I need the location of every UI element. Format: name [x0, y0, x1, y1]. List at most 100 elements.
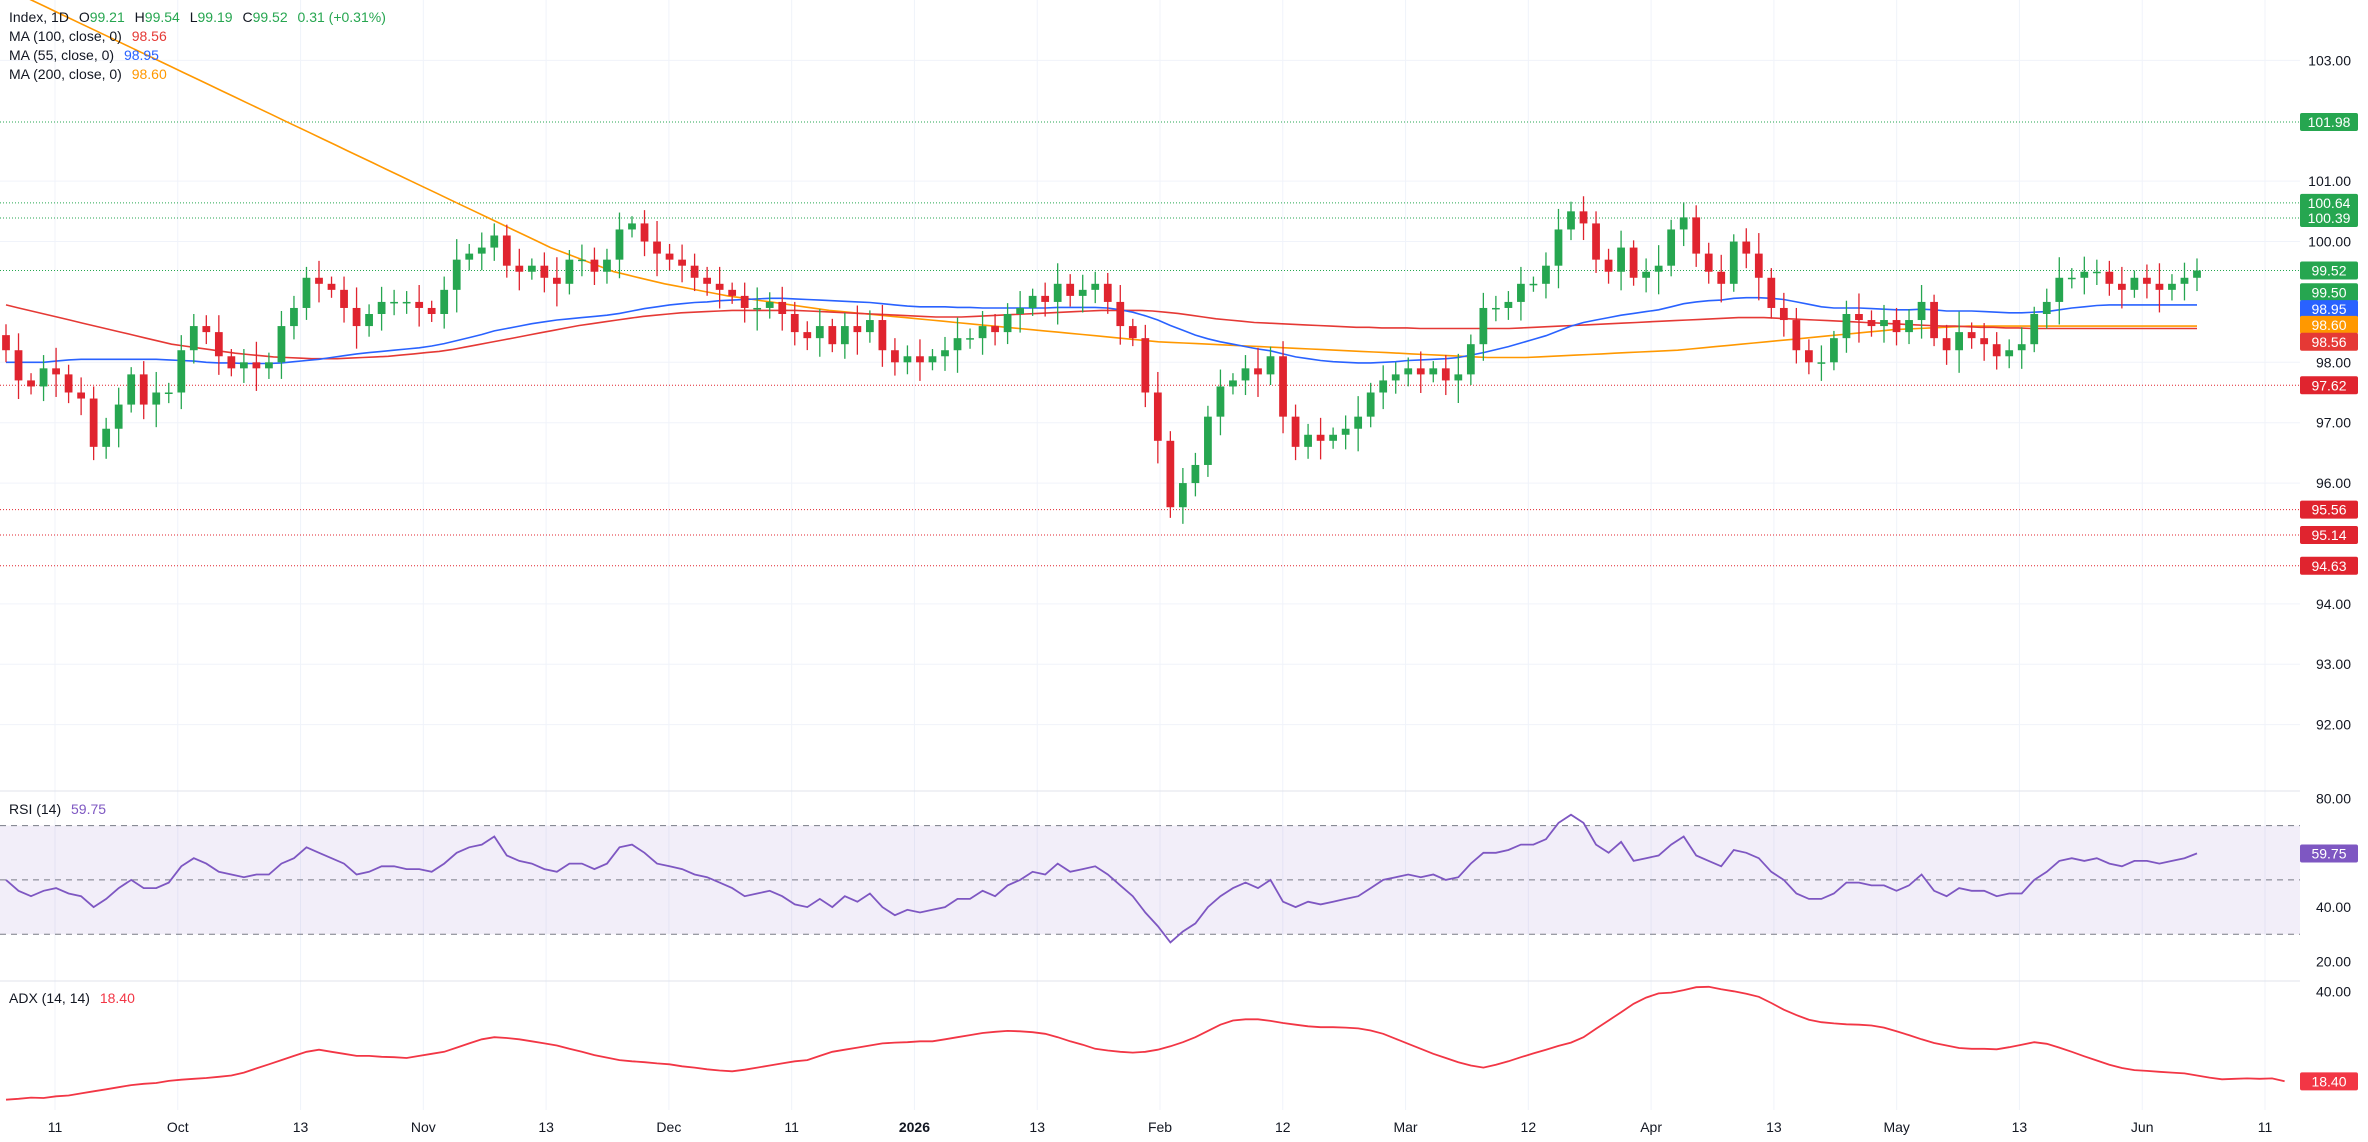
candle-body [1066, 283, 1075, 296]
candle-body [628, 223, 636, 230]
time-tick-label: 12 [1275, 1119, 1291, 1135]
rsi-legend[interactable]: RSI (14) 59.75 [9, 800, 112, 819]
candle-body [1166, 440, 1175, 508]
candle-body [2017, 344, 2026, 351]
price-tag [2300, 315, 2358, 334]
price-tick-label: 101.00 [2308, 173, 2351, 189]
ma100-legend[interactable]: MA (100, close, 0) 98.56 [9, 27, 173, 46]
price-tag-label: 94.63 [2311, 558, 2346, 574]
candle-body [14, 350, 23, 381]
candle-body [1529, 283, 1538, 286]
candle-body [77, 392, 86, 399]
adx-line [5, 985, 2285, 1101]
adx-legend[interactable]: ADX (14, 14) 18.40 [9, 989, 141, 1008]
time-tick-label: 13 [538, 1119, 554, 1135]
candle-body [1316, 434, 1325, 441]
candle-body [1554, 229, 1563, 266]
candle-body [828, 326, 837, 345]
ma200-legend[interactable]: MA (200, close, 0) 98.60 [9, 65, 173, 84]
candle-body [1817, 362, 1826, 364]
candle-body [1391, 374, 1400, 381]
candle-body [778, 301, 787, 314]
candle-body [815, 326, 824, 339]
candle-body [1767, 277, 1776, 308]
rsi-tick-label: 20.00 [2316, 953, 2351, 969]
time-tick-label: Oct [167, 1119, 189, 1135]
candle-body [903, 356, 912, 363]
ma200-line [29, 0, 2197, 359]
candle-body [615, 229, 624, 260]
candle-body [853, 326, 862, 333]
price-tag-label: 98.60 [2311, 317, 2346, 333]
price-tick-label: 92.00 [2316, 717, 2351, 733]
candlestick-series [2, 196, 2201, 524]
candle-body [1867, 320, 1876, 327]
candle-body [1329, 434, 1338, 441]
candle-body [1479, 307, 1488, 345]
time-tick-label: 11 [2258, 1119, 2273, 1135]
candle-body [52, 368, 60, 375]
candle-body [878, 320, 887, 351]
candle-body [415, 301, 424, 308]
candle-body [1542, 265, 1550, 284]
rsi-pane: 80.00 40.00 20.00 59.75 [0, 790, 2358, 969]
time-tick-label: 11 [48, 1119, 63, 1135]
candle-body [1717, 271, 1726, 284]
candle-body [953, 338, 962, 351]
candle-body [2117, 283, 2126, 290]
candle-body [402, 301, 411, 304]
time-tick-label: Apr [1640, 1119, 1662, 1135]
rsi-value: 59.75 [71, 801, 107, 817]
time-tick-label: 13 [2012, 1119, 2028, 1135]
candle-body [552, 277, 561, 284]
ma100-value: 98.56 [131, 28, 167, 44]
price-level-lines [0, 121, 2300, 567]
candle-body [966, 338, 974, 340]
candle-body [2092, 271, 2101, 274]
price-tag-label: 98.95 [2311, 301, 2346, 317]
candle-body [315, 277, 323, 284]
candle-body [1404, 368, 1413, 375]
candle-body [1078, 289, 1087, 296]
time-tick-label: Feb [1148, 1119, 1172, 1135]
candle-body [1116, 301, 1125, 327]
adx-tick-label: 40.00 [2316, 983, 2351, 999]
time-tick-label: 2026 [899, 1119, 930, 1135]
candle-body [1517, 283, 1525, 302]
candle-body [1880, 320, 1888, 327]
candle-body [340, 289, 348, 308]
candle-body [114, 404, 123, 429]
candle-body [578, 259, 586, 262]
candle-body [1930, 301, 1938, 339]
candle-body [1279, 356, 1287, 417]
price-tag-label: 101.98 [2308, 114, 2351, 130]
candle-body [1128, 326, 1137, 339]
candle-body [152, 392, 161, 405]
price-tag [2300, 500, 2358, 519]
candle-body [1955, 332, 1964, 351]
candle-body [265, 362, 273, 369]
price-tag [2300, 556, 2358, 575]
candle-body [2130, 277, 2139, 290]
candle-body [1241, 368, 1250, 381]
candle-body [1053, 283, 1062, 302]
candle-body [39, 368, 48, 387]
price-tag-label: 95.14 [2311, 527, 2346, 543]
ma55-legend[interactable]: MA (55, close, 0) 98.95 [9, 46, 165, 65]
candle-body [477, 247, 486, 254]
price-tick-label: 93.00 [2316, 656, 2351, 672]
candle-body [1103, 283, 1112, 302]
symbol-label: Index, 1D [9, 9, 69, 25]
price-tick-label: 98.00 [2316, 354, 2351, 370]
adx-label: ADX (14, 14) [9, 990, 90, 1006]
candle-body [1567, 211, 1575, 230]
candle-body [164, 392, 173, 394]
time-tick-label: Jun [2131, 1119, 2154, 1135]
candle-body [1466, 344, 1475, 375]
candle-body [139, 374, 148, 405]
candle-body [1141, 338, 1150, 393]
candle-body [665, 253, 674, 260]
candle-body [2080, 271, 2089, 278]
candle-body [891, 350, 899, 363]
